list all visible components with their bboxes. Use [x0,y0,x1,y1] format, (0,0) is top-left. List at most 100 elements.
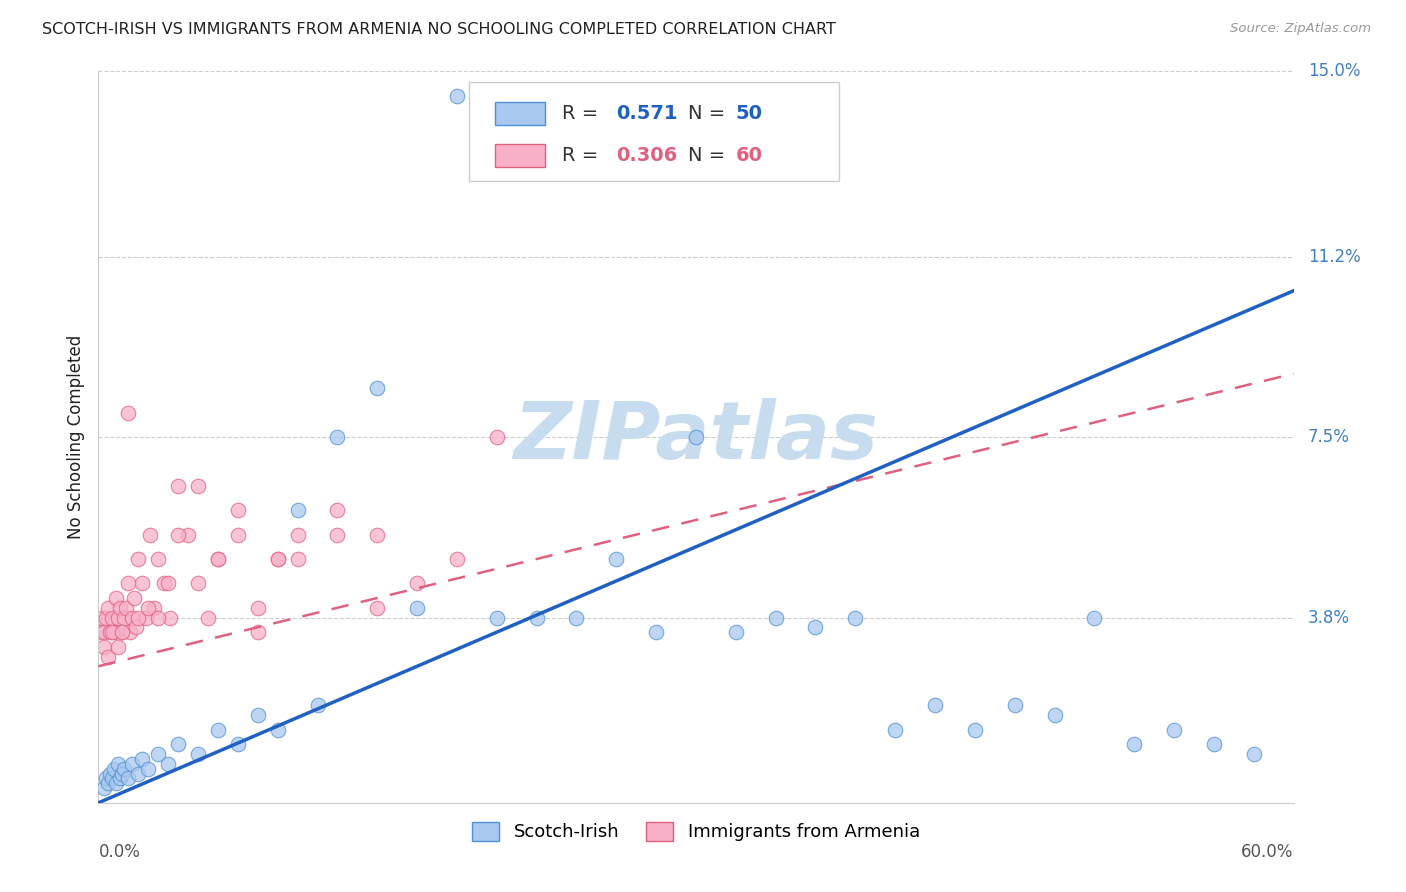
Point [93,625,115,640]
Point [924,698,946,713]
Point [187,747,209,761]
Point [107,610,129,624]
Point [107,640,129,654]
Point [1043,708,1066,723]
Point [167,737,190,751]
Point [226,503,249,517]
Point [804,620,827,634]
Point [148,747,170,761]
Point [246,625,269,640]
Text: R =: R = [562,103,599,123]
Point [103,762,125,776]
Point [153,576,176,591]
Point [267,552,290,566]
Point [226,527,249,541]
Point [1243,747,1265,761]
Point [844,610,866,624]
Point [287,552,309,566]
Point [105,776,128,790]
Point [1004,698,1026,713]
Text: 7.5%: 7.5% [1308,428,1350,446]
Point [112,762,135,776]
Text: N =: N = [688,103,725,123]
Point [97,776,120,790]
Point [131,752,153,766]
Point [101,625,124,640]
Point [963,723,986,737]
Text: 11.2%: 11.2% [1308,248,1361,266]
Point [246,708,269,723]
Point [127,610,149,624]
Point [1163,723,1185,737]
Point [96,610,118,624]
Point [197,610,219,624]
Point [107,756,129,771]
Point [131,576,153,591]
Point [91,610,114,624]
Point [98,766,122,780]
Point [89,625,111,640]
Point [177,527,200,541]
Point [207,723,229,737]
Text: 60.0%: 60.0% [1241,843,1294,861]
Text: ZIPatlas: ZIPatlas [513,398,879,476]
FancyBboxPatch shape [470,82,839,181]
Point [98,625,122,640]
Point [884,723,907,737]
Text: 3.8%: 3.8% [1308,608,1350,626]
Point [724,625,747,640]
Point [120,625,142,640]
Point [117,576,139,591]
Text: 0.571: 0.571 [616,103,678,123]
Legend: Scotch-Irish, Immigrants from Armenia: Scotch-Irish, Immigrants from Armenia [465,814,927,848]
Point [1123,737,1146,751]
Point [148,552,170,566]
Point [406,600,429,615]
Point [117,406,139,420]
Point [111,766,134,780]
Point [685,430,707,444]
Point [267,552,290,566]
Point [366,600,388,615]
Point [105,591,128,605]
Point [446,552,468,566]
Text: 0.306: 0.306 [616,146,678,165]
Point [157,576,180,591]
Point [326,527,349,541]
Point [406,576,429,591]
Point [287,527,309,541]
Point [148,610,170,624]
Point [1202,737,1225,751]
Point [187,479,209,493]
FancyBboxPatch shape [495,102,546,125]
Point [326,503,349,517]
Point [111,625,134,640]
Point [125,620,148,634]
Point [97,600,120,615]
Point [167,527,190,541]
Point [136,762,159,776]
Text: N =: N = [688,146,725,165]
Text: 0.0%: 0.0% [98,843,141,861]
Point [101,772,124,786]
Point [226,737,249,751]
Text: 15.0%: 15.0% [1308,62,1361,80]
Text: R =: R = [562,146,599,165]
Point [1083,610,1105,624]
Point [326,430,349,444]
Point [115,600,138,615]
Point [446,88,468,103]
Point [93,640,115,654]
Text: SCOTCH-IRISH VS IMMIGRANTS FROM ARMENIA NO SCHOOLING COMPLETED CORRELATION CHART: SCOTCH-IRISH VS IMMIGRANTS FROM ARMENIA … [42,22,837,37]
Point [117,772,139,786]
Point [110,600,132,615]
Point [135,610,157,624]
Text: 60: 60 [735,146,762,165]
Point [101,610,124,624]
Point [139,527,162,541]
Point [167,479,190,493]
Y-axis label: No Schooling Completed: No Schooling Completed [66,335,84,539]
Point [143,600,166,615]
Point [366,381,388,395]
Point [765,610,787,624]
